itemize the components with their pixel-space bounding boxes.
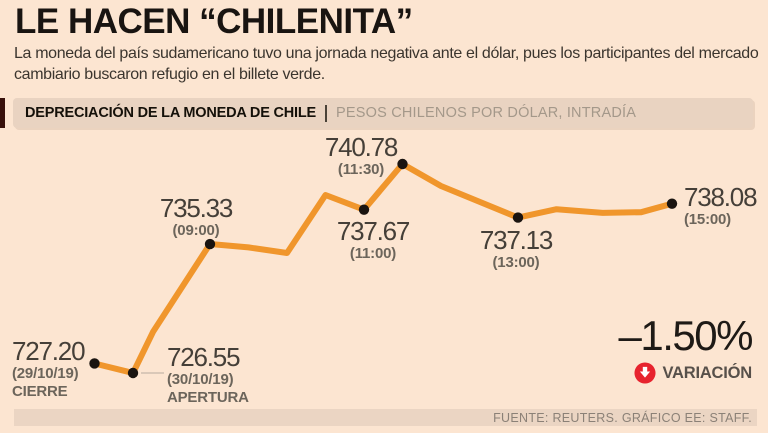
source-bar: FUENTE: REUTERS. GRÁFICO EE: STAFF. (14, 409, 757, 426)
point-label-cierre: 727.20 (29/10/19) CIERRE (12, 336, 86, 401)
page-subtitle: La moneda del país sudamericano tuvo una… (14, 43, 759, 85)
point-value: 737.13 (479, 225, 554, 255)
page-subtitle-line-2: cambiario buscaron refugio en el billete… (14, 66, 325, 83)
point-name: APERTURA (167, 389, 249, 406)
point-time: (15:00) (684, 211, 731, 228)
point-time: (30/10/19) (167, 371, 234, 388)
point-value: 738.08 (684, 182, 758, 212)
point-time: (11:00) (349, 245, 397, 262)
point-label-1100: 737.67 (11:00) (336, 216, 411, 263)
point-value: 727.20 (12, 336, 86, 366)
point-time: (09:00) (172, 222, 220, 239)
point-label-1130: 740.78 (11:30) (324, 132, 399, 179)
point-value: 737.67 (336, 216, 411, 246)
page-title: LE HACEN “CHILENITA” (15, 2, 413, 41)
chart-header-separator (325, 104, 328, 122)
variation-block: –1.50% VARIACIÓN (618, 312, 754, 384)
variation-value: –1.50% (618, 312, 754, 359)
point-value: 735.33 (159, 193, 234, 223)
point-label-1300: 737.13 (13:00) (479, 225, 554, 272)
point-time: (13:00) (492, 254, 540, 271)
point-value: 740.78 (324, 132, 399, 162)
page-subtitle-line-1: La moneda del país sudamericano tuvo una… (14, 45, 759, 62)
point-time: (11:30) (337, 161, 385, 178)
arrow-down-circle-icon (634, 362, 656, 384)
chart-header-units: PESOS CHILENOS POR DÓLAR, INTRADÍA (336, 105, 637, 121)
point-label-apertura: 726.55 (30/10/19) APERTURA (167, 343, 249, 407)
chart-header-title: DEPRECIACIÓN DE LA MONEDA DE CHILE (25, 105, 317, 121)
point-label-0900: 735.33 (09:00) (159, 193, 234, 240)
chart-header-bar: DEPRECIACIÓN DE LA MONEDA DE CHILE PESOS… (13, 98, 753, 128)
variation-label: VARIACIÓN (662, 363, 752, 382)
point-value: 726.55 (167, 342, 241, 372)
accent-bar (0, 98, 5, 128)
source-text: FUENTE: REUTERS. GRÁFICO EE: STAFF. (493, 410, 752, 425)
point-label-1500: 738.08 (15:00) (684, 182, 758, 229)
point-name: CIERRE (12, 383, 68, 400)
point-time: (29/10/19) (12, 365, 79, 382)
